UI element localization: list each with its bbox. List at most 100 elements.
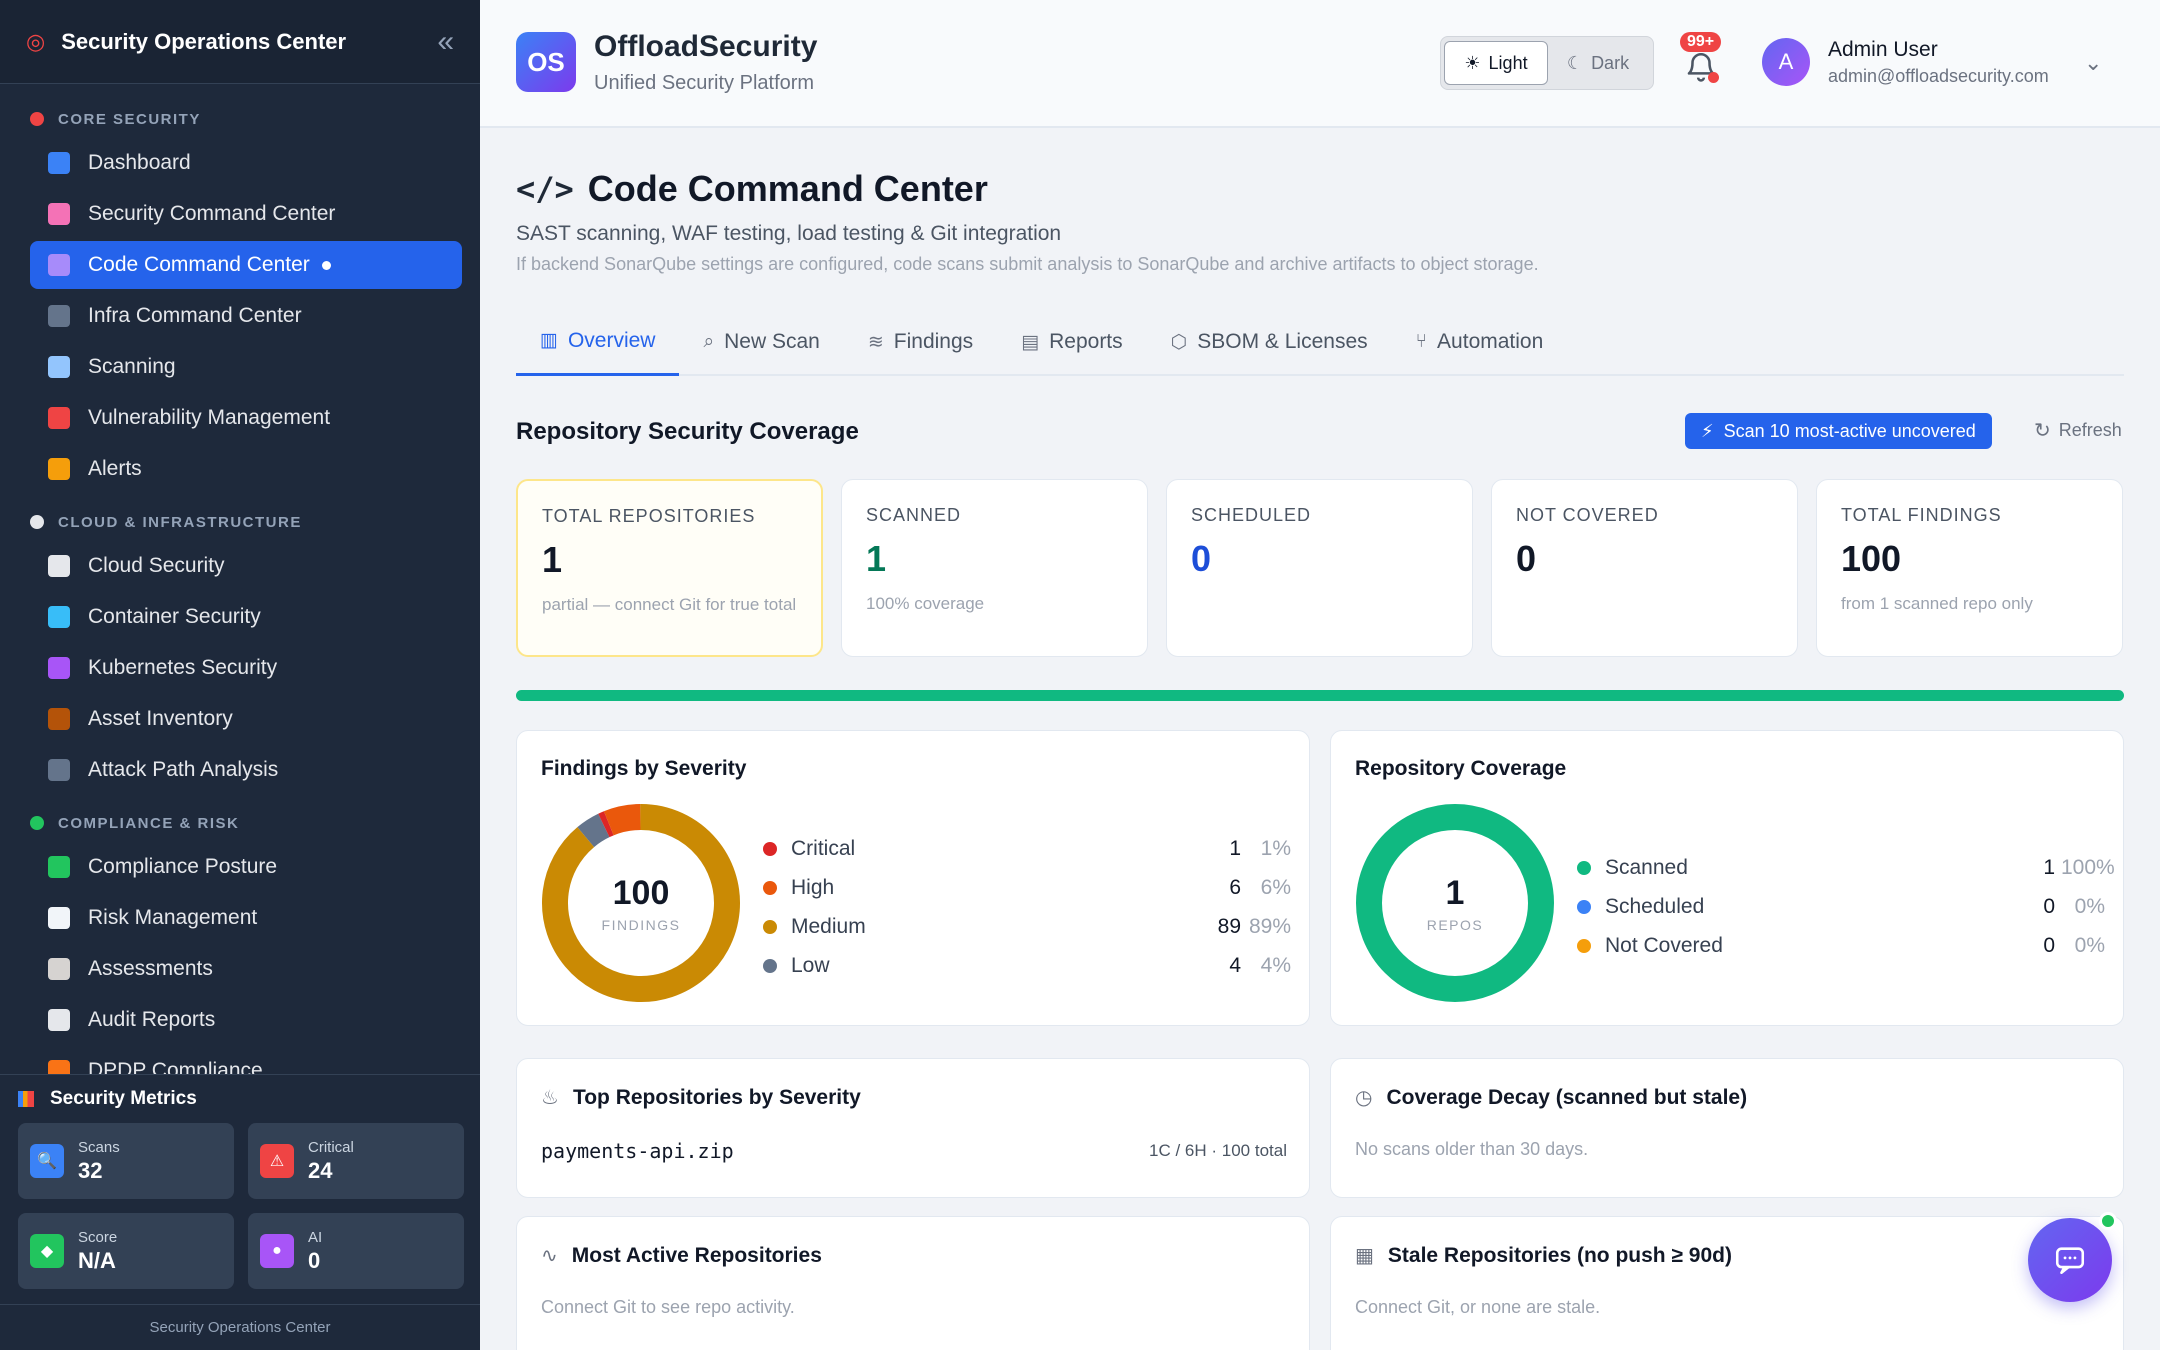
legend-percent: 89% bbox=[1248, 914, 1291, 938]
repo-severity-summary: 1C / 6H · 100 total bbox=[1149, 1141, 1287, 1160]
metric-card-scans: 🔍 Scans 32 bbox=[18, 1123, 234, 1199]
trend-chart-icon bbox=[48, 907, 70, 929]
sidebar-item-risk-management[interactable]: Risk Management bbox=[30, 894, 462, 942]
active-indicator bbox=[321, 260, 331, 270]
stat-value: 1 bbox=[542, 539, 563, 580]
legend-percent: 4% bbox=[1260, 953, 1291, 977]
tab-label: Reports bbox=[1049, 330, 1123, 353]
sidebar-item-alerts[interactable]: Alerts bbox=[30, 445, 462, 493]
lightning-icon: ⚡ bbox=[1701, 420, 1714, 441]
legend-name: Scanned bbox=[1605, 855, 1688, 879]
light-theme-button[interactable]: ☀ Light bbox=[1444, 41, 1548, 85]
sidebar-item-assessments[interactable]: Assessments bbox=[30, 945, 462, 993]
severity-card: Findings by Severity 100 FINDINGS Critic… bbox=[516, 730, 1310, 1026]
stale-repos-title-text: Stale Repositories (no push ≥ 90d) bbox=[1387, 1243, 1732, 1267]
tab-findings[interactable]: ≋ Findings bbox=[844, 308, 997, 376]
sidebar-item-label: Compliance Posture bbox=[88, 855, 278, 878]
sidebar-item-asset-inventory[interactable]: Asset Inventory bbox=[30, 695, 462, 743]
sidebar-item-container-security[interactable]: Container Security bbox=[30, 593, 462, 641]
india-flag-icon bbox=[48, 1060, 70, 1074]
sidebar-item-compliance-posture[interactable]: Compliance Posture bbox=[30, 843, 462, 891]
tab-label: New Scan bbox=[724, 330, 820, 353]
sidebar-item-audit-reports[interactable]: Audit Reports bbox=[30, 996, 462, 1044]
refresh-button[interactable]: ↻ Refresh bbox=[2034, 418, 2122, 443]
sidebar-item-label: Risk Management bbox=[88, 906, 258, 929]
calendar-icon: ▦ bbox=[1355, 1245, 1374, 1267]
sidebar-item-dpdp-compliance[interactable]: DPDP Compliance bbox=[30, 1047, 462, 1074]
dark-theme-button[interactable]: ☾ Dark bbox=[1548, 41, 1648, 85]
legend-count: 6 bbox=[1229, 875, 1241, 899]
stat-label: TOTAL REPOSITORIES bbox=[542, 506, 756, 526]
collapse-sidebar-icon[interactable]: « bbox=[437, 24, 454, 58]
page-title-text: Code Command Center bbox=[587, 168, 988, 209]
sidebar-item-label: Attack Path Analysis bbox=[88, 758, 279, 781]
sidebar-item-label: Kubernetes Security bbox=[88, 656, 278, 679]
metrics-grid: 🔍 Scans 32 ⚠ Critical 24 ◆ Score N/A ● AI 0 bbox=[0, 1123, 480, 1289]
top-repos-title: ♨ Top Repositories by Severity bbox=[541, 1085, 861, 1110]
metric-text: Scans 32 bbox=[78, 1139, 120, 1184]
legend-percent: 100% bbox=[2061, 855, 2115, 879]
section-label: CLOUD & INFRASTRUCTURE bbox=[58, 513, 302, 531]
repo-coverage-total-label: REPOS bbox=[1426, 916, 1484, 933]
sidebar-item-security-command-center[interactable]: Security Command Center bbox=[30, 190, 462, 238]
sidebar-item-kubernetes-security[interactable]: Kubernetes Security bbox=[30, 644, 462, 692]
stat-label: TOTAL FINDINGS bbox=[1841, 505, 2002, 525]
coverage-progress-bar bbox=[516, 690, 2124, 701]
top-repos-card: ♨ Top Repositories by Severity payments-… bbox=[516, 1058, 1310, 1198]
severity-total-label: FINDINGS bbox=[601, 916, 681, 933]
light-label: Light bbox=[1488, 52, 1528, 73]
sidebar-section-title: COMPLIANCE & RISK bbox=[0, 806, 480, 840]
stale-repos-card: ▦ Stale Repositories (no push ≥ 90d) Con… bbox=[1330, 1216, 2124, 1350]
table-row[interactable]: payments-api.zip 1C / 6H · 100 total bbox=[541, 1139, 1287, 1163]
sidebar-item-vulnerability-management[interactable]: Vulnerability Management bbox=[30, 394, 462, 442]
severity-slice-low bbox=[542, 804, 740, 1002]
brand-subtitle: Unified Security Platform bbox=[594, 72, 815, 94]
tab-new-scan[interactable]: ⌕ New Scan bbox=[679, 308, 843, 376]
sidebar-item-label: Infra Command Center bbox=[88, 304, 302, 327]
tab-sbom-licenses[interactable]: ⬡ SBOM & Licenses bbox=[1147, 308, 1392, 376]
sidebar-item-infra-command-center[interactable]: Infra Command Center bbox=[30, 292, 462, 340]
magnifier-icon bbox=[48, 356, 70, 378]
section-label: COMPLIANCE & RISK bbox=[58, 814, 240, 832]
stat-label: NOT COVERED bbox=[1516, 505, 1659, 525]
sidebar-item-code-command-center[interactable]: Code Command Center bbox=[30, 241, 462, 289]
legend-count: 1 bbox=[1229, 836, 1241, 860]
legend-item-medium: Medium 89 89% bbox=[763, 907, 1291, 946]
scan-uncovered-button[interactable]: ⚡ Scan 10 most-active uncovered bbox=[1685, 413, 1992, 449]
legend-swatch bbox=[1577, 860, 1591, 875]
sidebar-item-label: Alerts bbox=[88, 457, 142, 480]
sidebar-item-cloud-security[interactable]: Cloud Security bbox=[30, 542, 462, 590]
tab-overview[interactable]: ▥ Overview bbox=[516, 308, 680, 376]
legend-swatch bbox=[763, 880, 777, 895]
user-name[interactable]: Admin User bbox=[1828, 38, 1938, 61]
code-icon: </> bbox=[516, 170, 574, 208]
section-spacer bbox=[0, 493, 480, 505]
shield-icon: ◆ bbox=[30, 1234, 64, 1268]
avatar[interactable]: A bbox=[1762, 38, 1810, 86]
document-icon bbox=[48, 1009, 70, 1031]
sidebar: ◎ Security Operations Center « CORE SECU… bbox=[0, 0, 480, 1350]
brain-icon bbox=[48, 203, 70, 225]
sidebar-item-attack-path-analysis[interactable]: Attack Path Analysis bbox=[30, 746, 462, 794]
bell-icon[interactable] bbox=[1684, 50, 1718, 84]
metric-label: Score bbox=[78, 1228, 118, 1246]
chevron-down-icon[interactable]: ⌄ bbox=[2084, 50, 2103, 75]
sidebar-item-label: Audit Reports bbox=[88, 1008, 216, 1031]
stat-description: 100% coverage bbox=[866, 594, 985, 613]
search-icon: ⌕ bbox=[703, 331, 715, 352]
sidebar-section-title: CLOUD & INFRASTRUCTURE bbox=[0, 505, 480, 539]
most-active-empty: Connect Git to see repo activity. bbox=[541, 1297, 795, 1317]
most-active-title-text: Most Active Repositories bbox=[571, 1243, 822, 1267]
tab-reports[interactable]: ▤ Reports bbox=[997, 308, 1146, 376]
sidebar-item-scanning[interactable]: Scanning bbox=[30, 343, 462, 391]
legend-swatch bbox=[763, 958, 777, 973]
metric-value: 24 bbox=[308, 1157, 333, 1183]
tab-automation[interactable]: ⑂ Automation bbox=[1392, 308, 1568, 376]
sidebar-item-dashboard[interactable]: Dashboard bbox=[30, 139, 462, 187]
activity-icon: ∿ bbox=[541, 1245, 558, 1267]
sidebar-item-label: Security Command Center bbox=[88, 202, 336, 225]
metric-text: Score N/A bbox=[78, 1229, 117, 1274]
atom-icon bbox=[48, 657, 70, 679]
legend-name: Low bbox=[791, 953, 830, 977]
chat-button[interactable] bbox=[2028, 1218, 2112, 1302]
